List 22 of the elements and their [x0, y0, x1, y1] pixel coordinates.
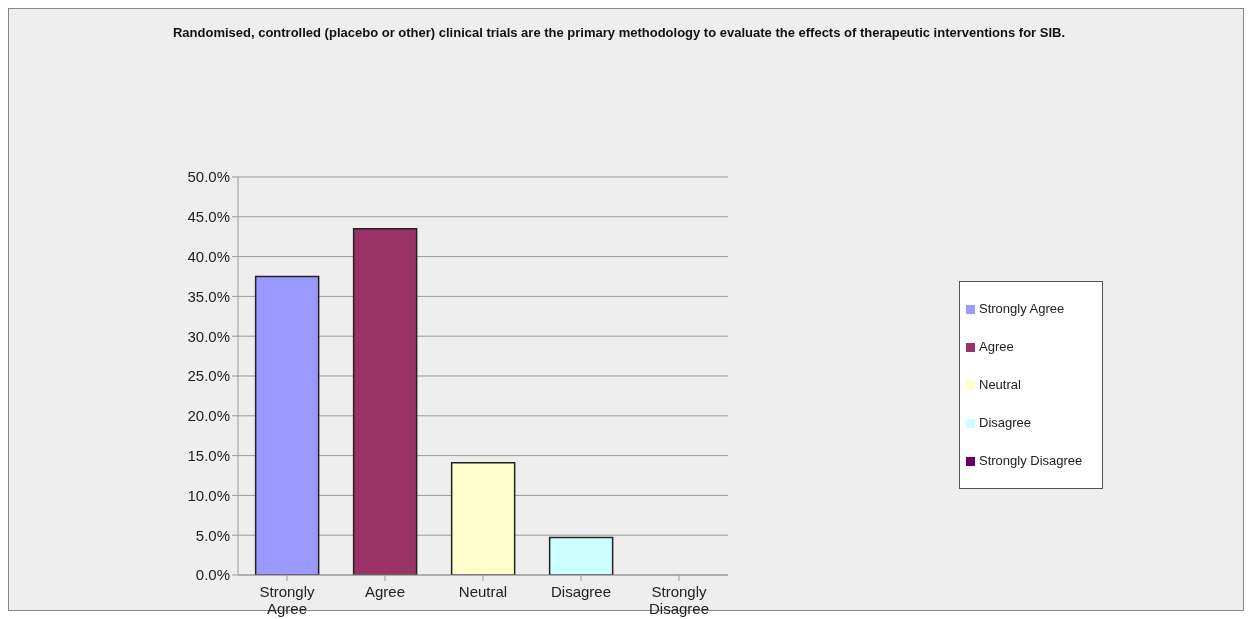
x-tick-label: Neutral [458, 583, 508, 600]
legend-label: Agree [979, 339, 1014, 354]
y-tick-label: 10.0% [187, 486, 230, 504]
y-tick-label: 45.0% [187, 208, 230, 226]
x-tick-label: Disagree [550, 583, 612, 600]
legend-label: Strongly Agree [979, 301, 1065, 316]
y-tick-label: 35.0% [187, 287, 230, 305]
x-tick-label: Agree [364, 583, 406, 600]
x-tick-label: Strongly Disagree [648, 583, 710, 617]
x-tick-label: Strongly Agree [259, 583, 316, 617]
y-tick-label: 0.0% [195, 566, 230, 584]
y-tick-label: 25.0% [187, 367, 230, 385]
chart-title: Randomised, controlled (placebo or other) clinical trials are the primary methodology to evaluate the effects of therapeutic interventions for SIB. [171, 25, 1067, 41]
legend-label: Disagree [979, 415, 1032, 430]
y-tick-label: 30.0% [187, 327, 230, 345]
legend-label: Neutral [979, 377, 1021, 392]
y-tick-label: 40.0% [187, 247, 230, 265]
legend-label: Strongly Disagree [979, 453, 1083, 468]
y-tick-label: 15.0% [187, 446, 230, 464]
y-tick-label: 5.0% [195, 526, 230, 544]
y-tick-label: 20.0% [187, 407, 230, 425]
y-tick-label: 50.0% [187, 168, 230, 186]
